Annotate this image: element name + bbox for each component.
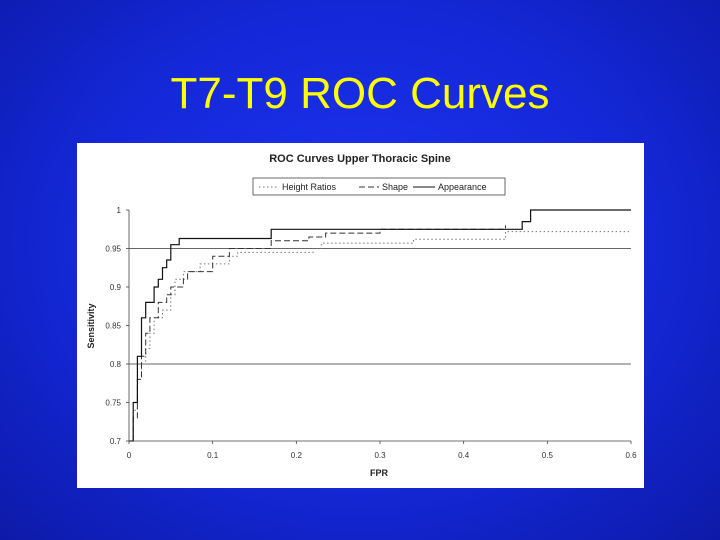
legend-label: Appearance bbox=[438, 182, 487, 192]
y-tick-label: 0.75 bbox=[105, 399, 121, 408]
y-axis-label: Sensitivity bbox=[86, 303, 96, 348]
x-axis-label: FPR bbox=[370, 468, 389, 478]
series-line-height-ratios bbox=[129, 231, 631, 442]
y-tick-label: 1 bbox=[117, 206, 122, 215]
x-tick-label: 0.2 bbox=[291, 451, 303, 460]
x-tick-label: 0.5 bbox=[542, 451, 554, 460]
y-tick-label: 0.95 bbox=[105, 245, 121, 254]
y-tick-label: 0.85 bbox=[105, 322, 121, 331]
roc-chart: ROC Curves Upper Thoracic Spine Height R… bbox=[86, 153, 637, 478]
x-tick-label: 0.6 bbox=[625, 451, 637, 460]
chart-legend: Height Ratios Shape Appearance bbox=[252, 177, 506, 196]
x-tick-label: 0 bbox=[127, 451, 132, 460]
legend-label: Height Ratios bbox=[282, 182, 337, 192]
x-tick-label: 0.4 bbox=[458, 451, 470, 460]
y-tick-label: 0.8 bbox=[110, 360, 122, 369]
y-tick-label: 0.7 bbox=[110, 437, 122, 446]
grid-lines bbox=[129, 248, 631, 365]
chart-panel: ROC Curves Upper Thoracic Spine Height R… bbox=[77, 143, 644, 488]
series-layer bbox=[129, 209, 631, 442]
y-tick-label: 0.9 bbox=[110, 283, 122, 292]
series-line-shape bbox=[132, 225, 506, 441]
slide-title: T7-T9 ROC Curves bbox=[170, 69, 550, 118]
series-line-appearance bbox=[129, 209, 631, 442]
axes bbox=[128, 210, 631, 442]
tick-labels: 0 0.1 0.2 0.3 0.4 0.5 0.6 0.7 0.75 0.8 0.85 0.9 0.95… bbox=[105, 206, 637, 460]
x-tick-label: 0.3 bbox=[374, 451, 386, 460]
x-tick-label: 0.1 bbox=[207, 451, 219, 460]
chart-title: ROC Curves Upper Thoracic Spine bbox=[269, 153, 451, 165]
legend-label: Shape bbox=[382, 182, 408, 192]
